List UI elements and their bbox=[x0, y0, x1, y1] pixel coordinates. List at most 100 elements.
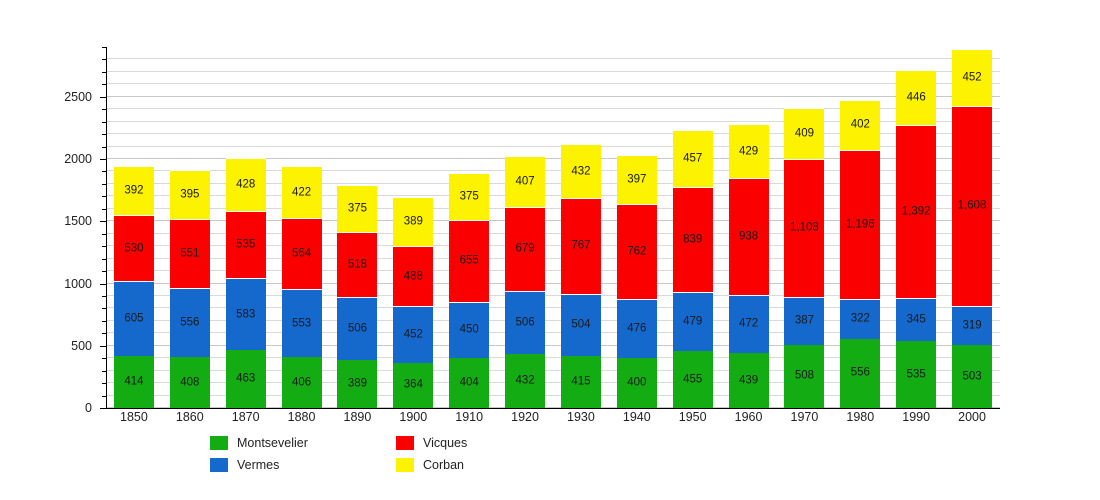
bar-segment[interactable]: 375 bbox=[449, 173, 490, 221]
legend-swatch-blue bbox=[210, 458, 228, 472]
bar-segment[interactable]: 364 bbox=[393, 362, 434, 408]
bar-segment[interactable]: 1,392 bbox=[896, 125, 937, 299]
bar-stack[interactable]: 404 450 655 375 bbox=[449, 173, 490, 408]
bar-stack[interactable]: 463 583 535 428 bbox=[225, 157, 266, 408]
bar-stack[interactable]: 439 472 938 429 bbox=[728, 124, 769, 408]
bar-segment[interactable]: 1,108 bbox=[784, 158, 825, 297]
bar-segment[interactable]: 322 bbox=[840, 298, 881, 339]
bar-segment[interactable]: 428 bbox=[225, 157, 266, 212]
bar-segment[interactable]: 839 bbox=[672, 187, 713, 292]
legend-item[interactable]: Vicques bbox=[396, 436, 582, 450]
legend-swatch-yellow bbox=[396, 458, 414, 472]
bar-segment[interactable]: 457 bbox=[672, 130, 713, 188]
bar-segment[interactable]: 518 bbox=[337, 232, 378, 297]
bar-segment[interactable]: 409 bbox=[784, 107, 825, 159]
x-axis-labels: 1850 1860 1870 1880 1890 1900 1910 1920 1930 1940… bbox=[106, 411, 1000, 431]
gridline-minor bbox=[106, 133, 1000, 135]
bar-segment[interactable]: 551 bbox=[169, 219, 210, 288]
y-axis-tick bbox=[102, 233, 106, 235]
bar-segment[interactable]: 679 bbox=[505, 206, 546, 292]
bar-segment[interactable]: 530 bbox=[113, 215, 154, 282]
bar-segment[interactable]: 463 bbox=[225, 350, 266, 408]
bar-segment[interactable]: 408 bbox=[169, 357, 210, 408]
bar-segment[interactable]: 450 bbox=[449, 301, 490, 358]
bar-value-label: 400 bbox=[627, 376, 647, 389]
bar-stack[interactable]: 508 387 1,108 409 bbox=[784, 107, 825, 408]
bar-segment[interactable]: 472 bbox=[728, 294, 769, 354]
bar-segment[interactable]: 415 bbox=[560, 356, 601, 408]
bar-segment[interactable]: 556 bbox=[169, 288, 210, 358]
bar-segment[interactable]: 432 bbox=[505, 354, 546, 408]
bar-value-label: 1,108 bbox=[790, 221, 819, 234]
bar-segment[interactable]: 400 bbox=[616, 358, 657, 408]
bar-segment[interactable]: 404 bbox=[449, 357, 490, 408]
bar-segment[interactable]: 452 bbox=[393, 306, 434, 363]
bar-segment[interactable]: 395 bbox=[169, 170, 210, 220]
bar-segment[interactable]: 508 bbox=[784, 344, 825, 408]
bar-segment[interactable]: 389 bbox=[337, 359, 378, 408]
bar-segment[interactable]: 387 bbox=[784, 296, 825, 345]
bar-segment[interactable]: 504 bbox=[560, 293, 601, 357]
bar-segment[interactable]: 452 bbox=[952, 49, 993, 106]
bar-segment[interactable]: 762 bbox=[616, 204, 657, 299]
bar-segment[interactable]: 556 bbox=[840, 338, 881, 408]
bar-segment[interactable]: 446 bbox=[896, 69, 937, 126]
bar-segment[interactable]: 535 bbox=[225, 211, 266, 278]
bar-segment[interactable]: 938 bbox=[728, 177, 769, 295]
x-axis-tick-label: 1910 bbox=[455, 410, 484, 424]
legend-item[interactable]: Montsevelier bbox=[210, 436, 396, 450]
bar-segment[interactable]: 479 bbox=[672, 291, 713, 352]
bar-stack[interactable]: 414 605 530 392 bbox=[113, 166, 154, 408]
bar-value-label: 452 bbox=[962, 71, 982, 84]
bar-stack[interactable]: 389 506 518 375 bbox=[337, 185, 378, 408]
bar-stack[interactable]: 408 556 551 395 bbox=[169, 170, 210, 408]
bar-stack[interactable]: 364 452 488 389 bbox=[393, 197, 434, 408]
bar-stack[interactable]: 406 553 564 422 bbox=[281, 165, 322, 408]
gridline-minor bbox=[106, 332, 1000, 334]
bar-segment[interactable]: 488 bbox=[393, 245, 434, 307]
bar-segment[interactable]: 553 bbox=[281, 288, 322, 358]
bar-segment[interactable]: 1,196 bbox=[840, 149, 881, 299]
bar-value-label: 508 bbox=[794, 369, 815, 382]
bar-stack[interactable]: 415 504 767 432 bbox=[560, 144, 601, 408]
bar-segment[interactable]: 422 bbox=[281, 165, 322, 219]
legend-item[interactable]: Vermes bbox=[210, 458, 396, 472]
bar-segment[interactable]: 429 bbox=[728, 124, 769, 178]
bar-segment[interactable]: 605 bbox=[113, 281, 154, 357]
bar-segment[interactable]: 767 bbox=[560, 198, 601, 294]
bar-segment[interactable]: 655 bbox=[449, 220, 490, 302]
legend-item[interactable]: Corban bbox=[396, 458, 582, 472]
bar-segment[interactable]: 432 bbox=[560, 144, 601, 199]
bar-segment[interactable]: 506 bbox=[505, 291, 546, 355]
bar-stack[interactable]: 503 319 1,608 452 bbox=[952, 49, 993, 408]
bar-segment[interactable]: 564 bbox=[281, 218, 322, 289]
bar-segment[interactable]: 439 bbox=[728, 353, 769, 408]
y-axis-tick bbox=[102, 84, 106, 86]
bar-value-label: 583 bbox=[236, 307, 256, 320]
bar-segment[interactable]: 397 bbox=[616, 154, 657, 205]
bar-segment[interactable]: 455 bbox=[672, 351, 713, 408]
bar-value-label: 457 bbox=[683, 152, 703, 165]
bar-segment[interactable]: 392 bbox=[113, 166, 154, 216]
bar-value-label: 504 bbox=[571, 318, 591, 331]
bar-segment[interactable]: 407 bbox=[505, 156, 546, 207]
bar-stack[interactable]: 535 345 1,392 446 bbox=[896, 69, 937, 408]
bar-segment[interactable]: 503 bbox=[952, 345, 993, 408]
bar-segment[interactable]: 583 bbox=[225, 277, 266, 351]
bar-segment[interactable]: 414 bbox=[113, 356, 154, 408]
bar-segment[interactable]: 506 bbox=[337, 296, 378, 360]
bar-segment[interactable]: 389 bbox=[393, 197, 434, 246]
bar-segment[interactable]: 406 bbox=[281, 357, 322, 408]
bar-segment[interactable]: 375 bbox=[337, 185, 378, 233]
bar-segment[interactable]: 476 bbox=[616, 298, 657, 359]
bar-segment[interactable]: 345 bbox=[896, 298, 937, 342]
bar-segment[interactable]: 1,608 bbox=[952, 105, 993, 306]
bar-stack[interactable]: 455 479 839 457 bbox=[672, 130, 713, 408]
bar-stack[interactable]: 556 322 1,196 402 bbox=[840, 99, 881, 408]
bar-stack[interactable]: 400 476 762 397 bbox=[616, 154, 657, 408]
bar-segment[interactable]: 535 bbox=[896, 341, 937, 408]
bar-stack[interactable]: 432 506 679 407 bbox=[505, 156, 546, 408]
bar-segment[interactable]: 319 bbox=[952, 305, 993, 346]
bar-segment[interactable]: 402 bbox=[840, 99, 881, 150]
y-axis-tick-label: 2000 bbox=[64, 151, 92, 166]
